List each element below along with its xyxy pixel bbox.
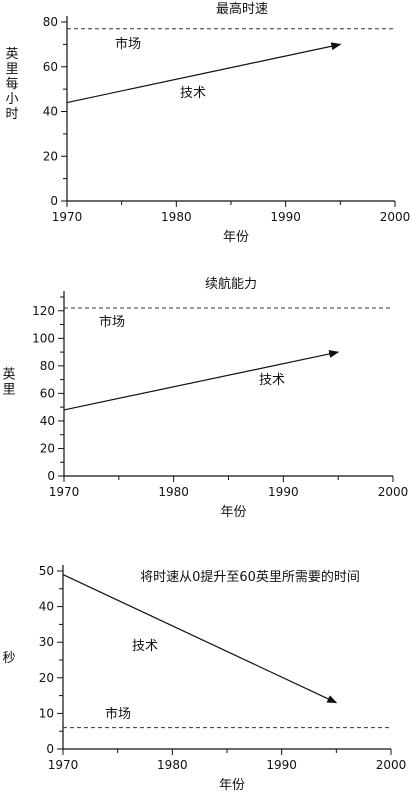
- x-tick-label: 1990: [270, 210, 301, 224]
- chart-title: 续航能力: [205, 276, 257, 292]
- chart-title: 最高时速: [216, 1, 268, 17]
- x-tick-label: 1980: [158, 485, 189, 499]
- technology-trend-arrow: [63, 350, 340, 411]
- y-tick-label: 40: [43, 105, 58, 119]
- y-axis-label: 英里每小时: [5, 47, 18, 122]
- x-tick-label: 1990: [266, 758, 297, 772]
- y-tick-label: 40: [40, 414, 55, 428]
- technology-trend-arrow: [62, 574, 338, 704]
- x-tick-label: 2000: [376, 758, 407, 772]
- y-tick-label: 0: [46, 742, 54, 756]
- y-tick-label: 20: [40, 441, 55, 455]
- x-tick-label: 1970: [49, 485, 80, 499]
- x-axis-label: 年份: [220, 505, 246, 520]
- y-tick-label: 40: [39, 600, 54, 614]
- x-tick-label: 1980: [157, 758, 188, 772]
- x-tick-label: 2000: [378, 485, 409, 499]
- y-tick-label: 20: [39, 671, 54, 685]
- y-tick-label: 80: [40, 359, 55, 373]
- x-tick-label: 1970: [48, 758, 79, 772]
- x-tick-label: 1980: [161, 210, 192, 224]
- chart-title: 将时速从0提升至60英里所需要的时间: [140, 569, 360, 585]
- y-tick-label: 50: [39, 564, 54, 578]
- technology-label: 技术: [132, 639, 158, 654]
- technology-trend-arrow: [66, 42, 342, 104]
- market-label: 市场: [99, 314, 125, 330]
- technology-label: 技术: [259, 373, 285, 388]
- y-tick-label: 60: [43, 60, 58, 74]
- y-tick-label: 100: [32, 331, 55, 345]
- y-tick-label: 20: [43, 149, 58, 163]
- x-tick-label: 1990: [268, 485, 299, 499]
- x-tick-label: 2000: [380, 210, 410, 224]
- technology-label: 技术: [180, 86, 206, 101]
- y-tick-label: 0: [47, 469, 55, 483]
- x-axis-label: 年份: [223, 230, 249, 245]
- y-tick-label: 30: [39, 635, 54, 649]
- x-axis-label: 年份: [219, 778, 245, 793]
- y-tick-label: 80: [43, 15, 58, 29]
- chart-panel-3: 0 10 20 30 40 50 1970 1980 1990 2000 将时速从0提升至60英里所…: [2, 564, 406, 793]
- y-tick-label: 10: [39, 706, 54, 720]
- y-axis-label: 英里: [2, 368, 15, 398]
- y-tick-label: 60: [40, 386, 55, 400]
- market-label: 市场: [105, 706, 131, 722]
- y-axis-label: 秒: [2, 651, 15, 666]
- x-tick-label: 1970: [52, 210, 83, 224]
- y-tick-label: 0: [50, 194, 58, 208]
- market-label: 市场: [115, 36, 141, 52]
- y-tick-label: 120: [32, 304, 55, 318]
